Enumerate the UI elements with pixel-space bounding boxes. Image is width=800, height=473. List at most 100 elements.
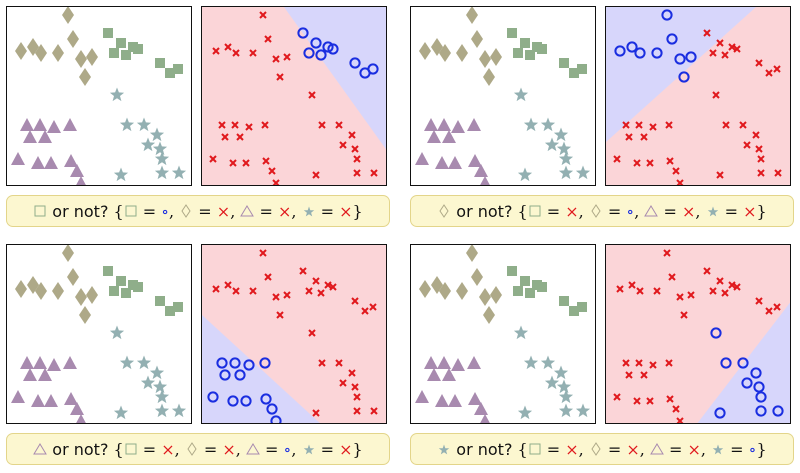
cross-marker [249, 49, 257, 57]
shapes-svg [11, 245, 187, 423]
cross-marker [261, 121, 269, 129]
cross-marker [317, 289, 325, 297]
diamond-marker [35, 44, 47, 62]
cross-marker [703, 29, 711, 37]
star-marker [140, 137, 156, 152]
circle-marker [674, 53, 686, 65]
star-marker [154, 165, 170, 180]
triangle-marker [38, 130, 52, 143]
cross-marker [646, 397, 654, 405]
cross-marker [272, 179, 280, 185]
cross-marker [348, 369, 356, 377]
star-marker [558, 165, 574, 180]
diamond-marker [490, 48, 502, 66]
cross-marker [721, 51, 729, 59]
square-marker [109, 48, 119, 58]
triangle-marker [76, 414, 86, 423]
square-marker [133, 282, 143, 292]
square-marker [507, 28, 517, 38]
panel-diamond: or not?{ = ×, = ∘, = ×, = ×} [410, 6, 794, 234]
cross-marker [613, 155, 621, 163]
triangle-marker [20, 356, 34, 369]
diamond-marker [419, 280, 431, 298]
square-marker [507, 266, 517, 276]
triangle-marker [480, 414, 490, 423]
star-marker [140, 375, 156, 390]
classifier-svg [202, 7, 386, 185]
triangle-marker [47, 358, 61, 371]
cross-marker [276, 73, 284, 81]
square-icon [528, 442, 542, 456]
diamond-marker [62, 7, 74, 24]
circle-marker [216, 357, 228, 369]
cross-marker [335, 359, 343, 367]
cross-marker [728, 281, 736, 289]
label-set: { = ×, = ∘, = ×, = ×} [517, 201, 767, 221]
square-marker [577, 64, 587, 74]
triangle-marker [44, 394, 58, 407]
cross-marker [716, 171, 724, 179]
panel-triangle: or not?{ = ×, = ×, = ∘, = ×} [6, 244, 390, 472]
cross-marker [628, 281, 636, 289]
star-marker [575, 165, 591, 180]
triangle-marker [480, 176, 490, 185]
diamond-marker [439, 44, 451, 62]
cross-marker [245, 123, 253, 131]
star-icon [302, 204, 316, 218]
diamond-marker [419, 42, 431, 60]
label-positive: ∘ [626, 201, 635, 221]
triangle-marker [415, 152, 429, 165]
diamond-icon [589, 441, 603, 456]
diamond-marker [479, 288, 491, 306]
star-marker [556, 141, 572, 156]
square-marker [537, 44, 547, 54]
star-marker [523, 117, 539, 132]
diamond-marker [62, 245, 74, 262]
cross-marker [231, 121, 239, 129]
circle-marker [651, 47, 663, 59]
diamond-marker [86, 286, 98, 304]
label-negative: × [681, 201, 696, 221]
circle-marker [720, 357, 732, 369]
cross-marker [625, 133, 633, 141]
square-marker [155, 58, 165, 68]
square-marker [520, 38, 530, 48]
diamond-marker [79, 306, 91, 324]
cross-marker [721, 289, 729, 297]
cross-marker [308, 329, 316, 337]
star-icon [302, 442, 316, 456]
star-marker [540, 355, 556, 370]
star-marker [154, 389, 170, 404]
cross-marker [318, 121, 326, 129]
triangle-marker [448, 394, 462, 407]
cross-marker [299, 267, 307, 275]
cross-marker [229, 159, 237, 167]
shapes-svg [11, 7, 187, 185]
square-marker [559, 296, 569, 306]
circle-marker [755, 391, 767, 403]
label-negative: × [339, 201, 353, 221]
cross-marker [249, 287, 257, 295]
triangle-marker [448, 156, 462, 169]
cross-marker [709, 287, 717, 295]
triangle-icon [650, 442, 664, 456]
triangle-marker [33, 356, 47, 369]
caption-text: or not? [456, 439, 513, 459]
cross-marker [640, 133, 648, 141]
caption-text: or not? [52, 439, 109, 459]
diamond-marker [67, 30, 79, 48]
circle-marker [266, 403, 278, 415]
label-negative: × [743, 201, 757, 221]
triangle-icon [246, 442, 260, 456]
cross-marker [218, 121, 226, 129]
triangle-icon [240, 204, 255, 218]
diamond-marker [466, 245, 478, 262]
cross-marker [676, 417, 684, 423]
cross-marker [649, 361, 657, 369]
label-negative: × [277, 201, 292, 221]
star-icon [437, 442, 451, 456]
square-marker [116, 38, 126, 48]
cross-marker [351, 297, 359, 305]
triangle-marker [23, 130, 37, 143]
caption: or not?{ = ×, = ×, = ×, = ∘} [410, 433, 794, 465]
